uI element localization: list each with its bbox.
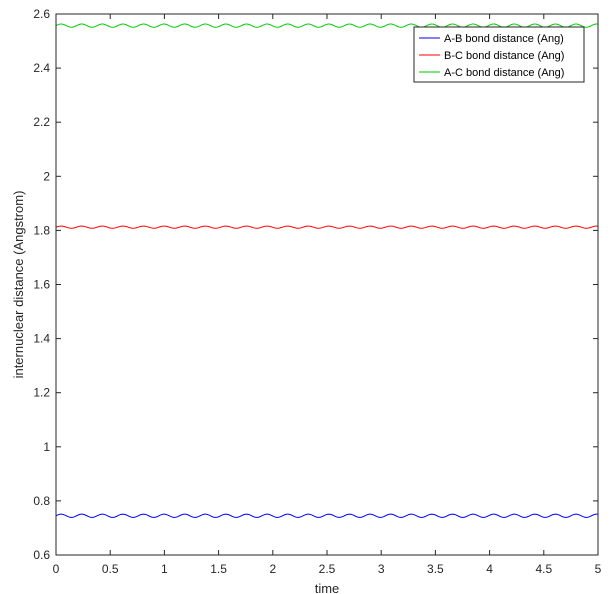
y-tick-label: 1 (43, 440, 50, 454)
x-axis-label: time (315, 581, 340, 594)
x-axis: 0 0.5 1 1.5 2 2.5 3 3.5 4 4.5 5 (53, 14, 602, 576)
x-tick-label: 1.5 (210, 562, 227, 576)
x-tick-label: 4 (486, 562, 493, 576)
x-tick-label: 0.5 (102, 562, 119, 576)
legend-label: B-C bond distance (Ang) (444, 50, 564, 62)
y-tick-label: 0.6 (33, 548, 50, 562)
series-layer (55, 23, 599, 518)
y-axis-label: internuclear distance (Angstrom) (11, 191, 26, 379)
y-tick-label: 2.2 (33, 115, 50, 129)
series-line-1 (55, 225, 599, 229)
series-line-2 (55, 23, 599, 28)
x-tick-label: 3 (378, 562, 385, 576)
y-tick-label: 1.4 (33, 332, 50, 346)
y-tick-label: 2.4 (33, 61, 50, 75)
x-tick-label: 3.5 (427, 562, 444, 576)
x-tick-label: 4.5 (535, 562, 552, 576)
y-tick-label: 1.8 (33, 223, 50, 237)
x-tick-label: 2 (269, 562, 276, 576)
x-tick-label: 2.5 (319, 562, 336, 576)
legend: A-B bond distance (Ang) B-C bond distance… (413, 26, 585, 83)
y-axis: 0.6 0.8 1 1.2 1.4 1.6 1.8 2 2.2 2.4 2.6 (33, 7, 598, 562)
y-tick-label: 1.2 (33, 386, 50, 400)
x-tick-label: 1 (161, 562, 168, 576)
y-tick-label: 2.6 (33, 7, 50, 21)
plot-area (56, 14, 598, 555)
y-tick-label: 0.8 (33, 494, 50, 508)
legend-box (413, 26, 585, 83)
x-tick-label: 0 (53, 562, 60, 576)
legend-label: A-B bond distance (Ang) (444, 33, 564, 45)
series-line-0 (55, 513, 599, 518)
y-tick-label: 1.6 (33, 278, 50, 292)
x-tick-label: 5 (595, 562, 602, 576)
y-tick-label: 2 (43, 169, 50, 183)
legend-label: A-C bond distance (Ang) (444, 67, 564, 79)
